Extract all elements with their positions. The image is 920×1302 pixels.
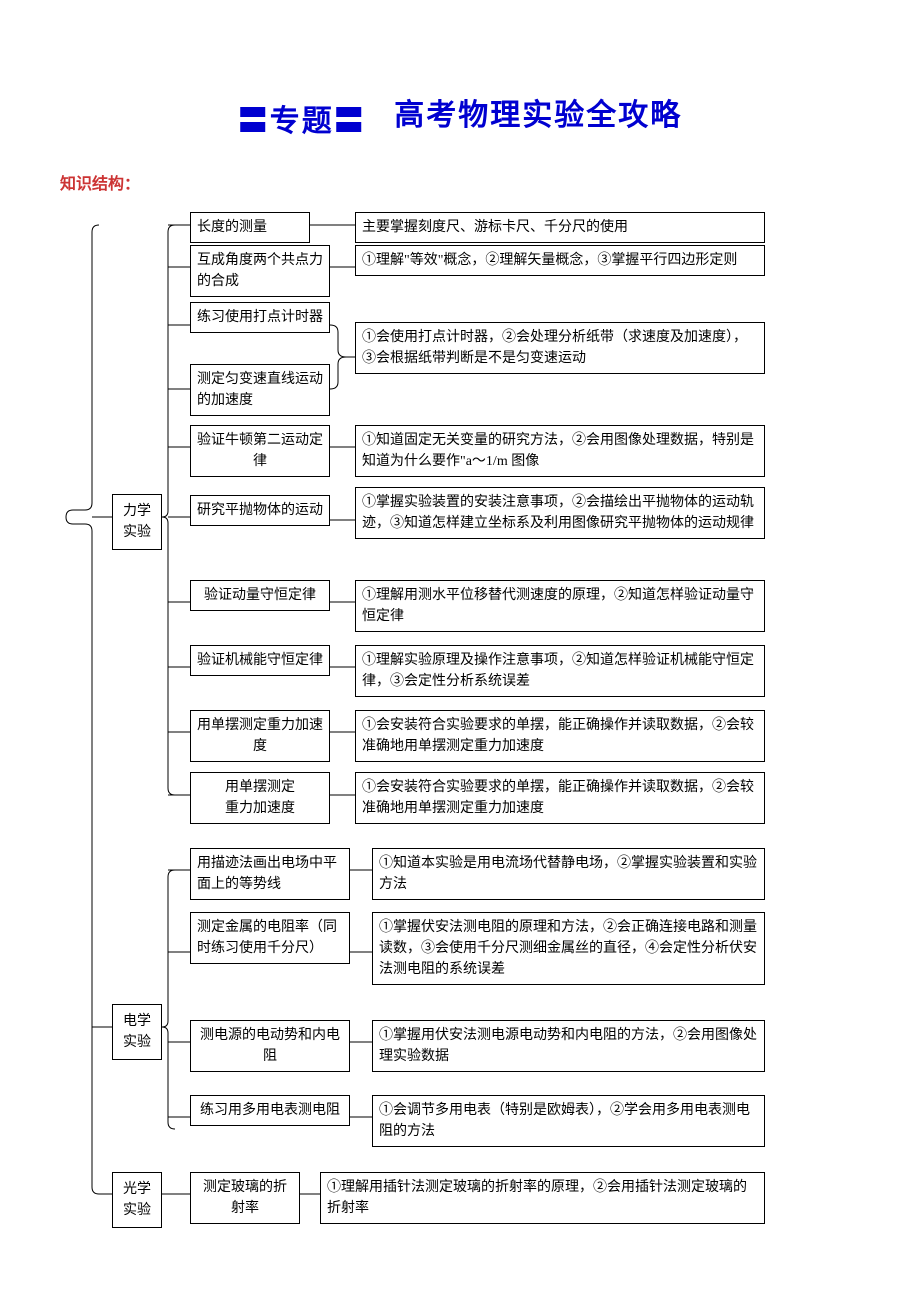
category-mechanics: 力学实验 [112,494,162,550]
topic-box: 测定金属的电阻率（同时练习使用千分尺） [190,912,350,964]
topic-box: 测定玻璃的折射率 [190,1172,300,1224]
desc-box: ①会使用打点计时器，②会处理分析纸带（求速度及加速度），③会根据纸带判断是不是匀… [355,322,765,374]
section-heading: 知识结构： [60,170,860,194]
desc-box: ①知道固定无关变量的研究方法，②会用图像处理数据，特别是知道为什么要作"a～1/… [355,425,765,477]
desc-box: ①理解用插针法测定玻璃的折射率的原理，②会用插针法测定玻璃的折射率 [320,1172,765,1224]
topic-box: 测电源的电动势和内电阻 [190,1020,350,1072]
desc-box: ①掌握用伏安法测电源电动势和内电阻的方法，②会用图像处理实验数据 [372,1020,765,1072]
topic-box: 验证动量守恒定律 [190,580,330,611]
desc-box: ①掌握实验装置的安装注意事项，②会描绘出平抛物体的运动轨迹，③知道怎样建立坐标系… [355,487,765,539]
desc-box: ①理解"等效"概念，②理解矢量概念，③掌握平行四边形定则 [355,245,765,276]
title-main: 高考物理实验全攻略 [394,99,682,132]
desc-box: 主要掌握刻度尺、游标卡尺、千分尺的使用 [355,212,765,243]
desc-box: ①理解实验原理及操作注意事项，②知道怎样验证机械能守恒定律，③会定性分析系统误差 [355,645,765,697]
topic-box: 验证牛顿第二运动定律 [190,425,330,477]
topic-box: 测定匀变速直线运动的加速度 [190,364,330,416]
desc-box: ①知道本实验是用电流场代替静电场，②掌握实验装置和实验方法 [372,848,765,900]
desc-box: ①会安装符合实验要求的单摆，能正确操作并读取数据，②会较准确地用单摆测定重力加速… [355,710,765,762]
topic-box: 练习使用打点计时器 [190,302,330,333]
topic-box: 研究平抛物体的运动 [190,495,330,526]
page-title: 〓专题〓 高考物理实验全攻略 [60,90,860,140]
knowledge-structure-diagram: 力学实验 电学实验 光学实验 长度的测量 互成角度两个共点力的合成 练习使用打点… [60,212,860,1222]
desc-box: ①掌握伏安法测电阻的原理和方法，②会正确连接电路和测量读数，③会使用千分尺测细金… [372,912,765,985]
desc-box: ①理解用测水平位移替代测速度的原理，②知道怎样验证动量守恒定律 [355,580,765,632]
desc-box: ①会调节多用电表（特别是欧姆表），②学会用多用电表测电阻的方法 [372,1095,765,1147]
topic-box: 用描迹法画出电场中平面上的等势线 [190,848,350,900]
topic-box: 验证机械能守恒定律 [190,645,330,676]
topic-box: 长度的测量 [190,212,310,243]
topic-box: 用单摆测定重力加速度 [190,710,330,762]
category-optics: 光学实验 [112,1172,162,1228]
category-electricity: 电学实验 [112,1004,162,1060]
title-prefix: 〓专题〓 [238,96,366,140]
topic-box: 练习用多用电表测电阻 [190,1095,350,1126]
topic-box: 用单摆测定重力加速度 [190,772,330,824]
topic-box: 互成角度两个共点力的合成 [190,245,330,297]
desc-box: ①会安装符合实验要求的单摆，能正确操作并读取数据，②会较准确地用单摆测定重力加速… [355,772,765,824]
